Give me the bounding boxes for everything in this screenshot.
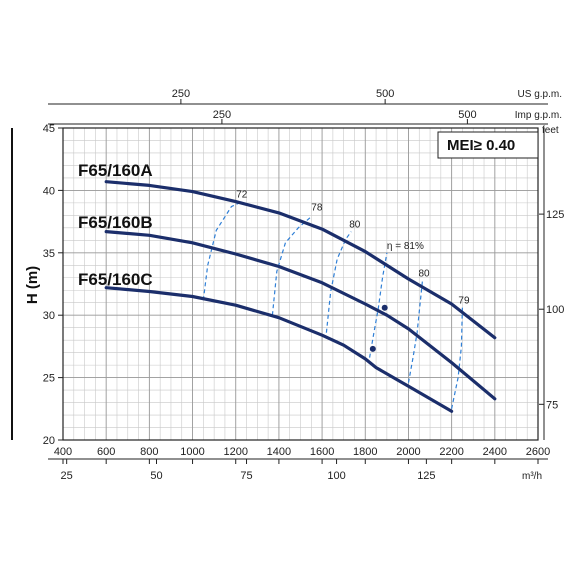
y-tick-label: 30 xyxy=(43,310,55,322)
right-tick-label: 125 xyxy=(546,209,564,221)
x-tick-label: 2600 xyxy=(526,446,550,458)
m3h-tick-label: 25 xyxy=(61,470,73,482)
top-axis-unit: Imp g.p.m. xyxy=(515,110,562,121)
efficiency-line xyxy=(271,216,312,316)
y-tick-label: 35 xyxy=(43,248,55,260)
curve-label: F65/160A xyxy=(78,161,153,180)
axes: 400 600 800 1000 1200 1400 1600 1800 2000 2200 240… xyxy=(11,88,564,482)
head-curve xyxy=(104,230,497,401)
efficiency-label: 80 xyxy=(349,220,361,231)
efficiency-line xyxy=(407,280,424,383)
m3h-tick-label: 125 xyxy=(417,470,435,482)
curve-label: F65/160B xyxy=(78,213,153,232)
m3h-tick-label: 75 xyxy=(240,470,252,482)
x-tick-label: 1000 xyxy=(180,446,204,458)
labels: 72 78 80 η = 81% 80 79 F65/160A F65/160B F65/160… xyxy=(78,161,470,307)
y-tick-label: 25 xyxy=(43,373,55,385)
right-tick-label: 100 xyxy=(546,304,564,316)
m3h-unit: m³/h xyxy=(522,471,542,482)
y-axis-label: H (m) xyxy=(24,266,41,304)
efficiency-line xyxy=(202,201,243,301)
top-tick-label: 250 xyxy=(172,88,190,100)
right-axis-unit: feet xyxy=(542,125,559,136)
curve-label: F65/160C xyxy=(78,270,153,289)
grid xyxy=(62,127,539,441)
y-tick-label: 40 xyxy=(43,185,55,197)
x-tick-label: 1200 xyxy=(223,446,247,458)
x-tick-label: 2400 xyxy=(483,446,507,458)
top-tick-label: 500 xyxy=(458,109,476,121)
efficiency-label: 80 xyxy=(418,268,430,279)
x-tick-label: 2200 xyxy=(439,446,463,458)
x-tick-label: 1400 xyxy=(267,446,291,458)
m3h-tick-label: 100 xyxy=(327,470,345,482)
efficiency-label: 72 xyxy=(236,190,248,201)
mei-label: MEI≥ 0.40 xyxy=(447,137,515,154)
x-tick-label: 800 xyxy=(140,446,158,458)
head-curve xyxy=(104,286,454,413)
x-tick-label: 2000 xyxy=(396,446,420,458)
top-tick-label: 500 xyxy=(376,88,394,100)
plot-frame xyxy=(62,127,539,441)
x-tick-label: 1800 xyxy=(353,446,377,458)
right-tick-label: 75 xyxy=(546,399,558,411)
duty-point-marker xyxy=(381,304,388,311)
efficiency-line xyxy=(451,307,463,409)
efficiency-label: η = 81% xyxy=(387,241,424,252)
efficiency-line xyxy=(325,231,352,333)
head-curves xyxy=(104,180,497,413)
top-axis-unit: US g.p.m. xyxy=(518,89,562,100)
mei-box xyxy=(437,131,539,159)
x-tick-label: 1600 xyxy=(310,446,334,458)
y-tick-label: 45 xyxy=(43,123,55,135)
efficiency-label: 78 xyxy=(311,203,323,214)
m3h-tick-label: 50 xyxy=(150,470,162,482)
x-tick-label: 600 xyxy=(97,446,115,458)
duty-point-marker xyxy=(369,345,376,352)
head-curve xyxy=(104,180,497,340)
x-tick-label: 400 xyxy=(54,446,72,458)
efficiency-label: 79 xyxy=(458,296,470,307)
y-tick-label: 20 xyxy=(43,435,55,447)
top-tick-label: 250 xyxy=(213,109,231,121)
